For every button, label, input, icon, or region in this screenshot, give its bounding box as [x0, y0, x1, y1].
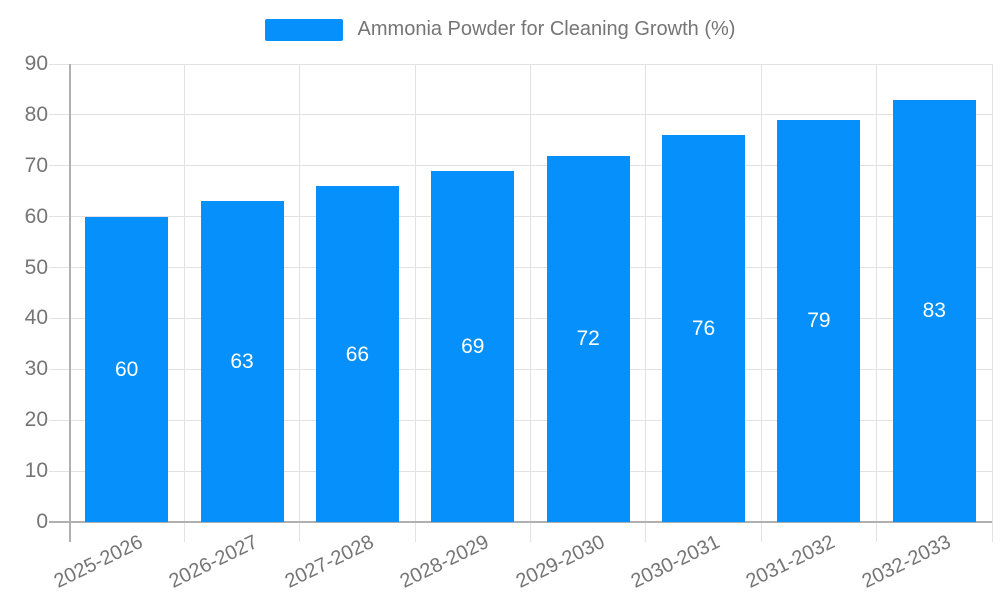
x-axis-label: 2028-2029	[396, 531, 493, 593]
y-axis-tick	[49, 114, 69, 116]
bar-value-label: 69	[461, 334, 485, 358]
x-axis-label: 2029-2030	[512, 531, 608, 593]
y-axis-label: 20	[24, 408, 48, 432]
y-axis-label: 0	[36, 510, 48, 533]
x-axis-label: 2025-2026	[50, 531, 147, 593]
bar-value-label: 72	[576, 327, 600, 351]
legend[interactable]: Ammonia Powder for Cleaning Growth (%)	[0, 18, 1000, 41]
legend-swatch-icon	[264, 18, 343, 41]
plot-area: 60 2025-2026 63 2026-2027 66 2027-2028 69 2028-…	[49, 63, 993, 593]
y-axis-label: 70	[24, 153, 48, 177]
bar[interactable]: 76	[662, 135, 746, 522]
x-axis-label: 2026-2027	[166, 531, 262, 593]
y-axis-tick	[49, 216, 69, 218]
x-axis-label: 2032-2033	[858, 531, 954, 593]
gridline	[414, 64, 416, 542]
bar[interactable]: 72	[546, 155, 630, 522]
gridline	[645, 64, 647, 542]
bar[interactable]: 83	[892, 99, 976, 522]
gridline	[530, 64, 531, 542]
bar-value-label: 76	[691, 317, 716, 341]
gridline	[760, 64, 762, 542]
y-axis-label: 80	[24, 102, 48, 126]
bar-value-label: 83	[922, 299, 946, 323]
bar-value-label: 79	[807, 309, 831, 333]
y-axis-tick	[49, 267, 69, 269]
bar[interactable]: 63	[200, 201, 284, 522]
y-axis-label: 60	[24, 204, 48, 228]
x-axis-line	[49, 521, 992, 523]
y-axis-label: 40	[24, 306, 48, 330]
bar-value-label: 60	[115, 357, 139, 381]
x-axis-label: 2030-2031	[627, 531, 724, 593]
legend-label: Ammonia Powder for Cleaning Growth (%)	[357, 18, 736, 40]
gridline	[876, 64, 878, 542]
y-axis-tick	[49, 63, 69, 65]
bar[interactable]: 69	[431, 170, 515, 522]
bar[interactable]: 79	[777, 119, 861, 522]
gridline	[299, 64, 301, 542]
x-axis-label: 2031-2032	[742, 531, 839, 593]
gridline	[991, 64, 993, 542]
y-axis-tick	[49, 419, 69, 421]
y-axis-tick	[49, 317, 69, 319]
bar[interactable]: 66	[315, 186, 399, 522]
bar[interactable]: 60	[85, 216, 169, 522]
bar-value-label: 66	[345, 342, 370, 366]
y-axis-line	[69, 64, 71, 542]
y-axis-tick	[49, 470, 69, 472]
y-axis-tick	[49, 165, 69, 167]
y-axis-label: 90	[24, 52, 48, 75]
gridline	[183, 64, 185, 542]
y-axis-tick	[49, 368, 69, 370]
y-axis-label: 30	[24, 357, 48, 381]
x-axis-label: 2027-2028	[281, 531, 378, 593]
y-axis-label: 10	[24, 459, 48, 483]
y-axis-label: 50	[24, 255, 48, 279]
bar-value-label: 63	[230, 350, 254, 374]
